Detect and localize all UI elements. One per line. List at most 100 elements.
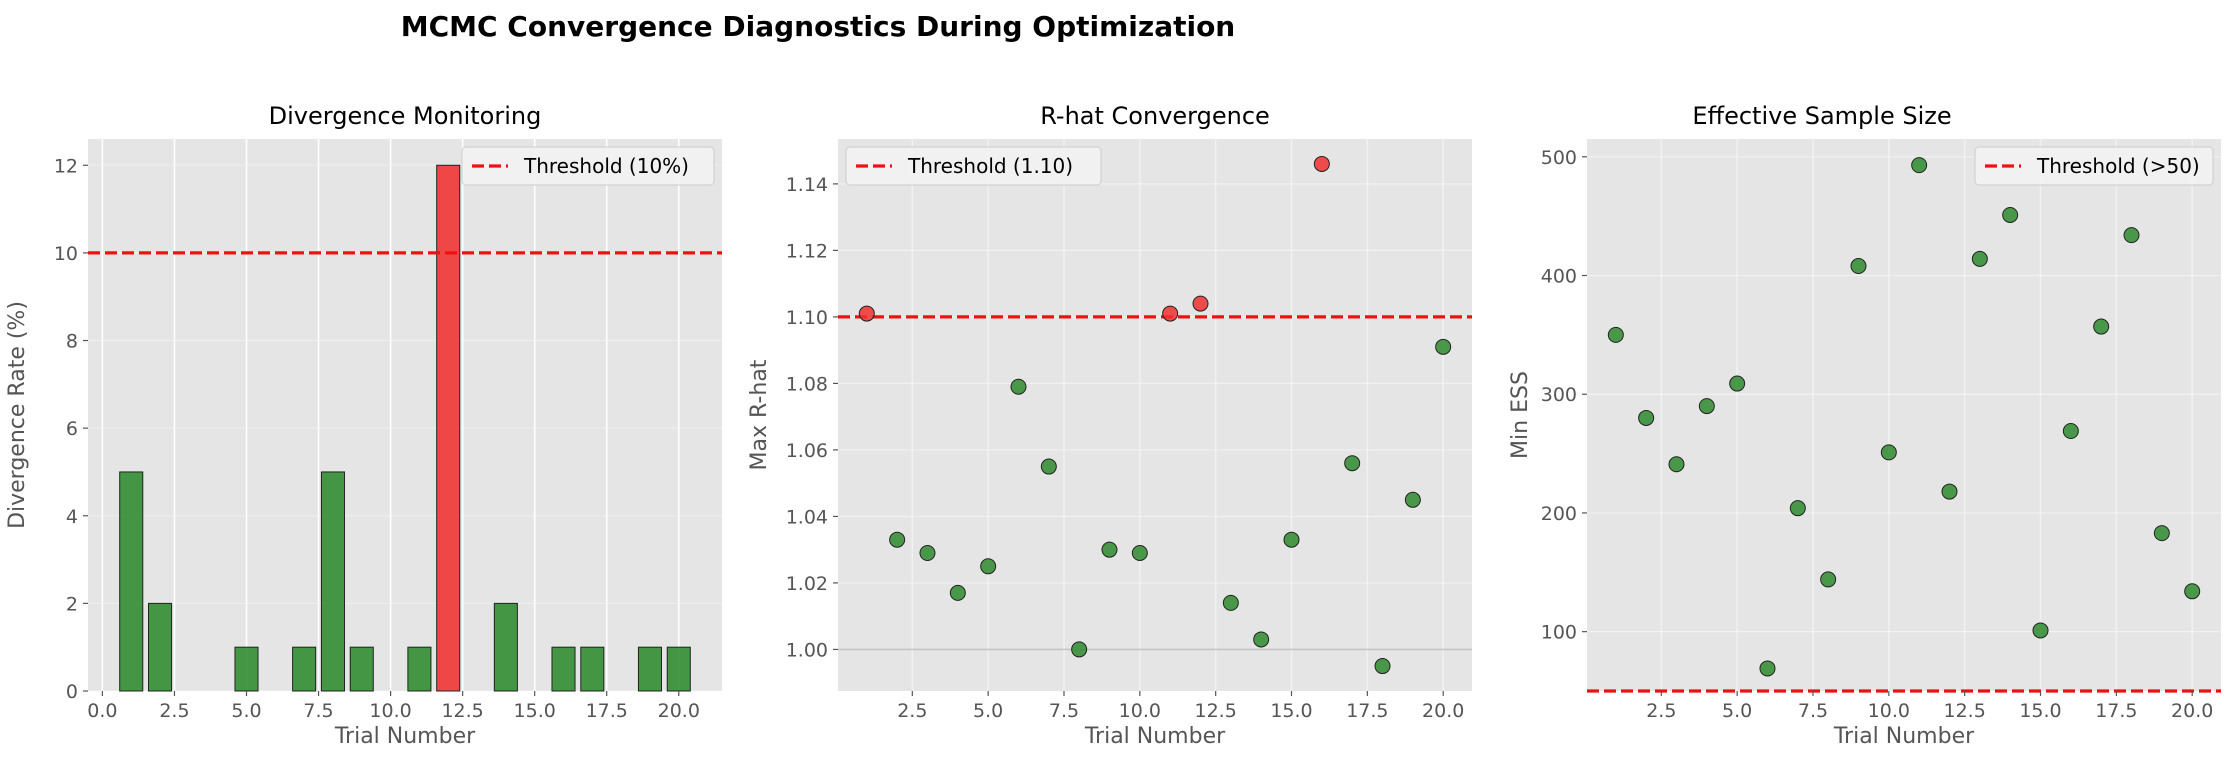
rhat-point: [1313, 155, 1330, 172]
rhat-point: [1435, 338, 1452, 355]
rhat-legend-label: Threshold (1.10): [907, 154, 1073, 178]
ess-point: [1971, 250, 1988, 267]
rhat-point: [1404, 491, 1421, 508]
rhat-x-tick-label: 2.5: [897, 700, 927, 722]
rhat-y-tick-label: 1.06: [786, 440, 828, 462]
ess-point: [2032, 622, 2049, 639]
ess-y-label: Min ESS: [1508, 371, 1533, 459]
rhat-point: [980, 558, 997, 575]
rhat-x-tick-label: 17.5: [1346, 700, 1388, 722]
divergence-panel: Divergence Monitoring 0.0 2.5 5.0 7.5 10.0 12…: [5, 102, 722, 749]
divergence-bar: [349, 646, 374, 692]
divergence-bar: [234, 646, 259, 692]
divergence-plot-area: [88, 139, 722, 691]
divergence-y-ticks: 0 2 4 6 8 10 12: [54, 155, 88, 703]
rhat-point: [1283, 531, 1300, 548]
ess-x-tick-label: 5.0: [1722, 700, 1752, 722]
rhat-x-ticks: 2.5 5.0 7.5 10.0 12.5 15.0 17.5 20.0: [897, 691, 1464, 722]
ess-plot-area: [1587, 139, 2221, 691]
rhat-point: [1131, 545, 1148, 561]
ess-y-ticks: 100 200 300 400 500: [1541, 147, 1587, 644]
rhat-x-tick-label: 10.0: [1119, 700, 1161, 722]
ess-x-tick-label: 7.5: [1798, 700, 1828, 722]
rhat-point: [889, 531, 906, 548]
ess-y-tick-label: 300: [1541, 384, 1577, 406]
ess-panel: Effective Sample Size 2.5 5.0 7.5 10.0 12.5 1…: [1508, 102, 2221, 749]
divergence-bar: [493, 602, 518, 692]
ess-point: [1607, 326, 1624, 343]
rhat-legend: Threshold (1.10): [845, 146, 1102, 186]
ess-legend-label: Threshold (>50): [2036, 154, 2200, 178]
rhat-y-tick-label: 1.08: [786, 373, 828, 395]
ess-point: [2093, 318, 2110, 335]
ess-legend-box: [1974, 146, 2214, 186]
divergence-x-label: Trial Number: [334, 724, 476, 749]
ess-point: [2002, 206, 2019, 223]
rhat-y-tick-label: 1.02: [786, 573, 828, 595]
ess-point: [2153, 525, 2170, 542]
rhat-point: [1162, 305, 1179, 322]
rhat-x-tick-label: 5.0: [973, 700, 1003, 722]
divergence-bar: [436, 164, 461, 692]
divergence-y-tick-label: 6: [66, 418, 78, 440]
rhat-point: [1192, 295, 1209, 312]
rhat-point: [1253, 631, 1270, 648]
rhat-plot-area: [838, 139, 1472, 691]
divergence-bar: [407, 646, 432, 692]
ess-x-tick-label: 10.0: [1868, 700, 1910, 722]
ess-y-tick-label: 400: [1541, 266, 1577, 288]
ess-point: [1820, 571, 1837, 588]
ess-x-tick-label: 12.5: [1944, 700, 1986, 722]
divergence-y-tick-label: 2: [66, 593, 78, 615]
rhat-point: [919, 545, 936, 561]
ess-x-tick-label: 20.0: [2171, 700, 2213, 722]
divergence-x-tick-label: 2.5: [159, 700, 189, 722]
ess-y-tick-label: 500: [1541, 147, 1577, 169]
rhat-y-tick-label: 1.14: [786, 174, 828, 196]
rhat-y-tick-label: 1.12: [786, 240, 828, 262]
ess-y-tick-label: 100: [1541, 622, 1577, 644]
rhat-point: [1071, 641, 1088, 658]
rhat-point: [1222, 594, 1239, 611]
rhat-point: [858, 305, 875, 322]
divergence-x-tick-label: 10.0: [369, 700, 411, 722]
rhat-x-tick-label: 20.0: [1422, 700, 1464, 722]
divergence-x-tick-label: 0.0: [87, 700, 117, 722]
ess-points: [1607, 157, 2201, 677]
rhat-y-ticks: 1.00 1.02 1.04 1.06 1.08 1.10 1.12 1.14: [786, 174, 838, 661]
ess-point: [1638, 409, 1655, 426]
divergence-bar: [148, 602, 173, 692]
rhat-y-tick-label: 1.04: [786, 506, 828, 528]
divergence-y-tick-label: 4: [66, 506, 78, 528]
ess-legend: Threshold (>50): [1974, 146, 2214, 186]
divergence-x-tick-label: 17.5: [586, 700, 628, 722]
divergence-bar: [637, 646, 662, 692]
divergence-y-tick-label: 10: [54, 243, 78, 265]
rhat-legend-box: [845, 146, 1102, 186]
rhat-title: R-hat Convergence: [1040, 102, 1270, 130]
ess-point: [2123, 227, 2140, 244]
ess-x-tick-label: 2.5: [1646, 700, 1676, 722]
rhat-point: [1344, 455, 1361, 472]
ess-point: [1759, 660, 1776, 677]
rhat-points: [858, 155, 1452, 675]
divergence-y-tick-label: 12: [54, 155, 78, 177]
divergence-legend-label: Threshold (10%): [523, 154, 689, 178]
rhat-x-label: Trial Number: [1084, 724, 1226, 749]
divergence-y-tick-label: 8: [66, 331, 78, 353]
ess-point: [2184, 583, 2201, 600]
divergence-y-label: Divergence Rate (%): [5, 301, 30, 529]
ess-point: [1911, 157, 1928, 174]
divergence-legend: Threshold (10%): [461, 146, 715, 186]
rhat-point: [1010, 378, 1027, 395]
rhat-x-tick-label: 15.0: [1270, 700, 1312, 722]
divergence-x-ticks: 0.0 2.5 5.0 7.5 10.0 12.5 15.0 17.5 20.0: [87, 691, 700, 722]
ess-point: [2062, 423, 2079, 440]
rhat-x-tick-label: 12.5: [1195, 700, 1237, 722]
divergence-title: Divergence Monitoring: [269, 102, 542, 130]
ess-title: Effective Sample Size: [1692, 102, 1951, 130]
divergence-x-tick-label: 15.0: [514, 700, 556, 722]
ess-y-tick-label: 200: [1541, 503, 1577, 525]
rhat-y-label: Max R-hat: [747, 359, 772, 470]
